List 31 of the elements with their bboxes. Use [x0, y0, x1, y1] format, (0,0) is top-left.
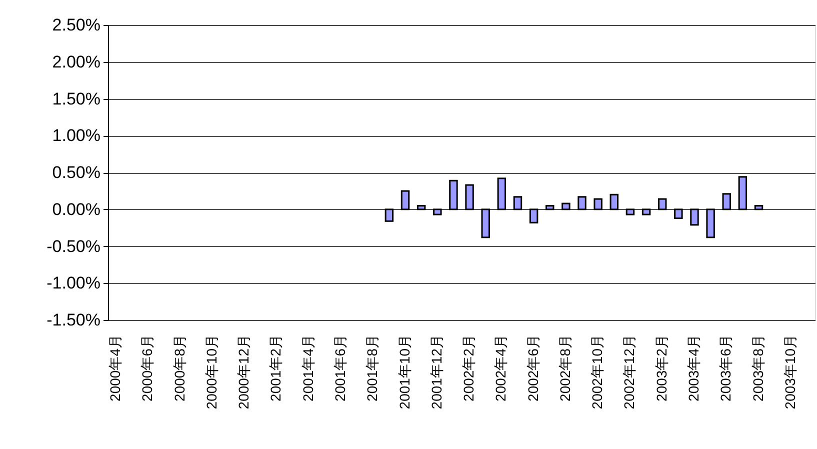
x-tick-label: 2003年8月 [750, 334, 766, 402]
x-tick-label: 2001年8月 [364, 334, 380, 402]
x-tick-label: 2000年8月 [171, 334, 188, 402]
y-tick-label: -1.00% [46, 274, 100, 293]
x-tick-label: 2001年12月 [428, 334, 444, 410]
x-tick-label: 2000年12月 [236, 334, 252, 410]
y-tick-label: -1.50% [46, 310, 100, 330]
x-tick-label: 2002年8月 [556, 334, 573, 402]
x-tick-label: 2001年6月 [332, 334, 348, 402]
x-tick-label: 2003年4月 [685, 334, 702, 402]
x-tick-label: 2000年10月 [203, 334, 220, 410]
x-tick-label: 2000年6月 [139, 334, 156, 402]
x-tick-label: 2001年2月 [268, 334, 284, 402]
x-tick-label: 2002年10月 [589, 334, 606, 410]
y-tick-label: 2.50% [52, 16, 100, 34]
y-tick-label: 1.00% [52, 126, 100, 146]
x-tick-label: 2002年4月 [492, 334, 509, 402]
x-tick-label: 2003年2月 [653, 334, 670, 402]
x-tick-label: 2003年6月 [718, 334, 734, 402]
y-tick-label: 2.00% [52, 52, 100, 72]
x-tick-label: 2003年10月 [782, 334, 798, 410]
x-tick-label: 2001年4月 [300, 334, 316, 402]
y-tick-label: 0.50% [52, 163, 100, 182]
x-tick-label: 2002年2月 [460, 334, 477, 402]
x-tick-label: 2002年12月 [621, 334, 638, 410]
x-tick-label: 2002年6月 [524, 334, 541, 402]
y-tick-label: 1.50% [52, 89, 100, 108]
x-tick-label: 2001年10月 [396, 334, 412, 410]
y-tick-label: 0.00% [52, 200, 100, 219]
x-tick-label: 2000年4月 [107, 334, 124, 402]
y-tick-label: -0.50% [46, 236, 100, 256]
